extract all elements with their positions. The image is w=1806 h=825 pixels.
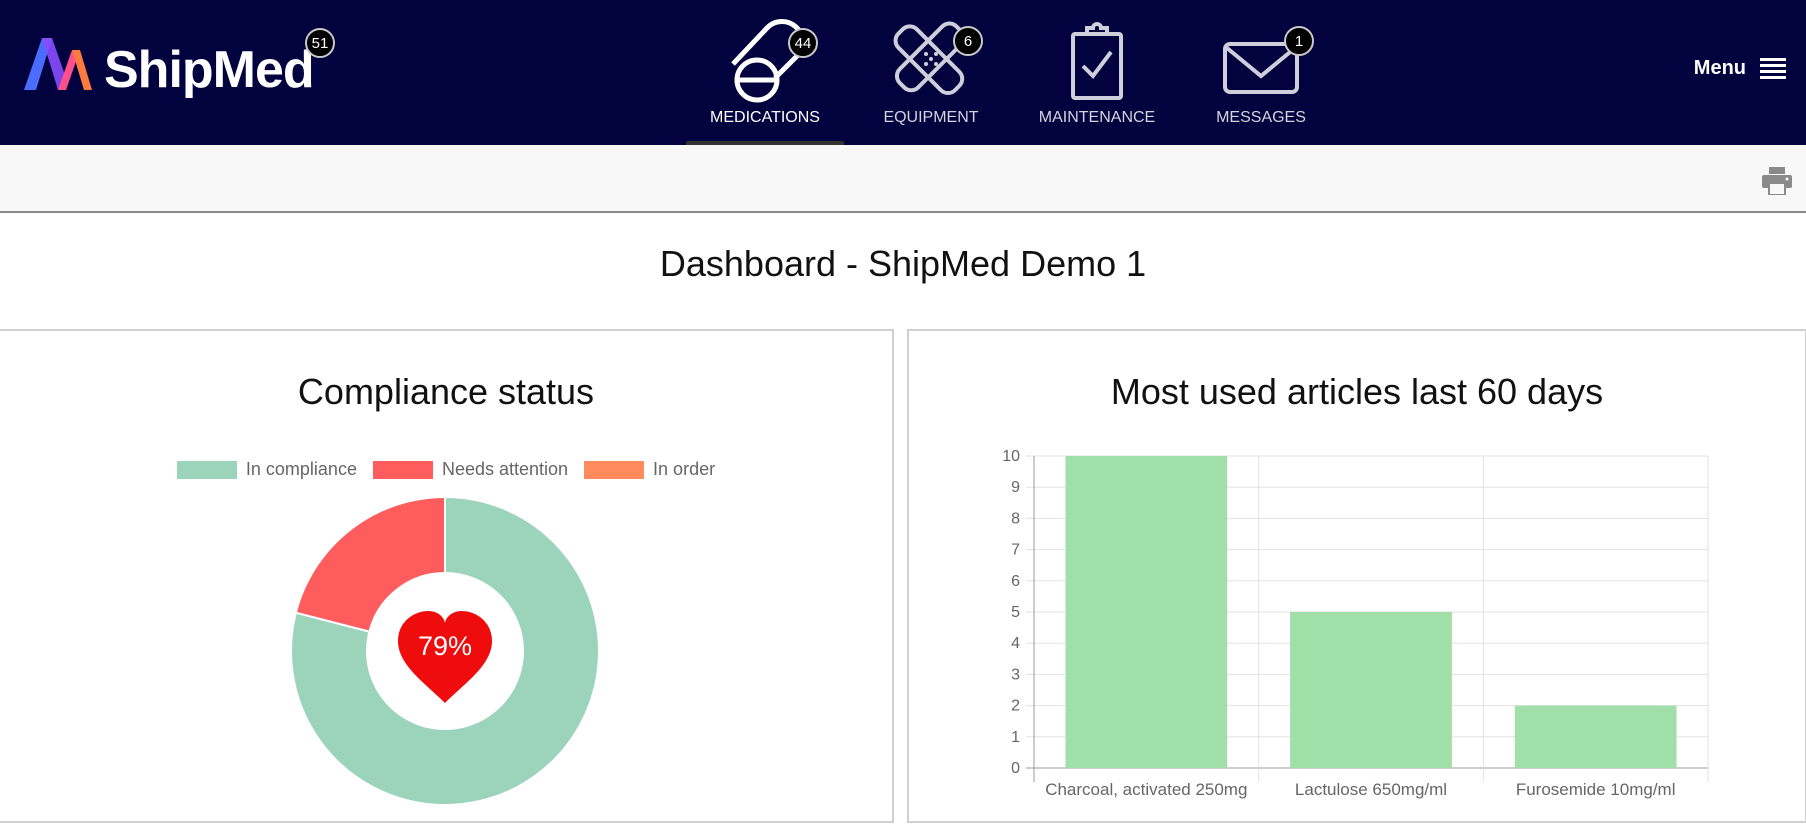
nav-medications[interactable]: 44 MEDICATIONS (686, 0, 844, 145)
donut-slice-in-compliance[interactable] (290, 495, 600, 806)
compliance-center-value: 79% (418, 631, 472, 661)
notification-count-badge: 51 (305, 28, 335, 58)
y-tick-label: 6 (1011, 573, 1020, 590)
bar-3[interactable] (1514, 705, 1677, 768)
compliance-legend: In compliance Needs attention In order (0, 459, 892, 480)
legend-item-needs-attention[interactable]: Needs attention (372, 459, 569, 480)
nav-medications-label: MEDICATIONS (710, 109, 820, 126)
messages-count-badge: 1 (1284, 26, 1314, 56)
equipment-count-badge: 6 (953, 26, 983, 56)
y-tick-label: 10 (1002, 448, 1020, 465)
y-tick-label: 7 (1011, 542, 1020, 559)
clipboard-check-icon (1071, 22, 1123, 100)
medications-count-badge: 44 (788, 28, 818, 58)
hamburger-icon (1760, 58, 1786, 79)
x-category-label: Lactulose 650mg/ml (1295, 780, 1447, 799)
nav-messages[interactable]: 1 MESSAGES (1200, 0, 1322, 145)
shipmed-logo[interactable]: ShipMed 51 (22, 28, 335, 104)
compliance-status-card: Compliance status In compliance Needs at… (0, 329, 894, 823)
menu-label: Menu (1693, 56, 1746, 79)
y-tick-label: 9 (1011, 479, 1020, 496)
legend-item-in-compliance[interactable]: In compliance (176, 459, 357, 480)
x-category-label: Charcoal, activated 250mg (1045, 780, 1247, 799)
y-tick-label: 0 (1011, 760, 1020, 777)
legend-label: In compliance (245, 459, 357, 479)
y-tick-label: 1 (1011, 729, 1020, 746)
compliance-donut-chart: 79% (290, 495, 600, 806)
logo-mark-icon (24, 38, 92, 90)
nav-messages-label: MESSAGES (1216, 109, 1306, 126)
brand-name: ShipMed (104, 41, 315, 99)
legend-label: Needs attention (441, 459, 569, 479)
y-tick-label: 4 (1011, 635, 1020, 652)
nav-equipment-label: EQUIPMENT (883, 109, 979, 126)
articles-chart-title: Most used articles last 60 days (1110, 371, 1604, 412)
most-used-articles-card: Most used articles last 60 days 0 1 2 3 4 5 6 7… (907, 329, 1806, 823)
y-tick-label: 2 (1011, 698, 1020, 715)
heart-icon (398, 611, 492, 703)
nav-maintenance[interactable]: MAINTENANCE (1030, 0, 1164, 145)
bar-1[interactable] (1065, 456, 1228, 768)
y-tick-label: 5 (1011, 604, 1020, 621)
legend-swatch (372, 460, 433, 479)
top-navigation-bar: ShipMed 51 44 MEDICATIONS 6 (0, 0, 1806, 150)
menu-button[interactable]: Menu (1694, 56, 1786, 80)
print-icon[interactable] (1762, 167, 1792, 195)
y-tick-label: 3 (1011, 666, 1020, 683)
legend-item-in-order[interactable]: In order (584, 459, 715, 480)
bar-2[interactable] (1290, 612, 1452, 768)
nav-maintenance-label: MAINTENANCE (1038, 109, 1156, 126)
page-title: Dashboard - ShipMed Demo 1 (659, 243, 1147, 284)
compliance-chart-title: Compliance status (297, 371, 595, 412)
envelope-icon (1223, 42, 1299, 94)
legend-swatch (584, 460, 645, 479)
most-used-articles-bar-chart: 0 1 2 3 4 5 6 7 8 9 10 Charcoal, activated 250mg Lac… (1002, 448, 1709, 799)
legend-swatch (176, 460, 237, 479)
nav-equipment[interactable]: 6 EQUIPMENT (864, 0, 998, 145)
x-category-label: Furosemide 10mg/ml (1516, 780, 1676, 799)
legend-label: In order (653, 459, 716, 479)
page-toolbar (0, 145, 1806, 213)
y-tick-label: 8 (1011, 510, 1020, 527)
donut-slice-needs-attention[interactable] (294, 495, 446, 633)
